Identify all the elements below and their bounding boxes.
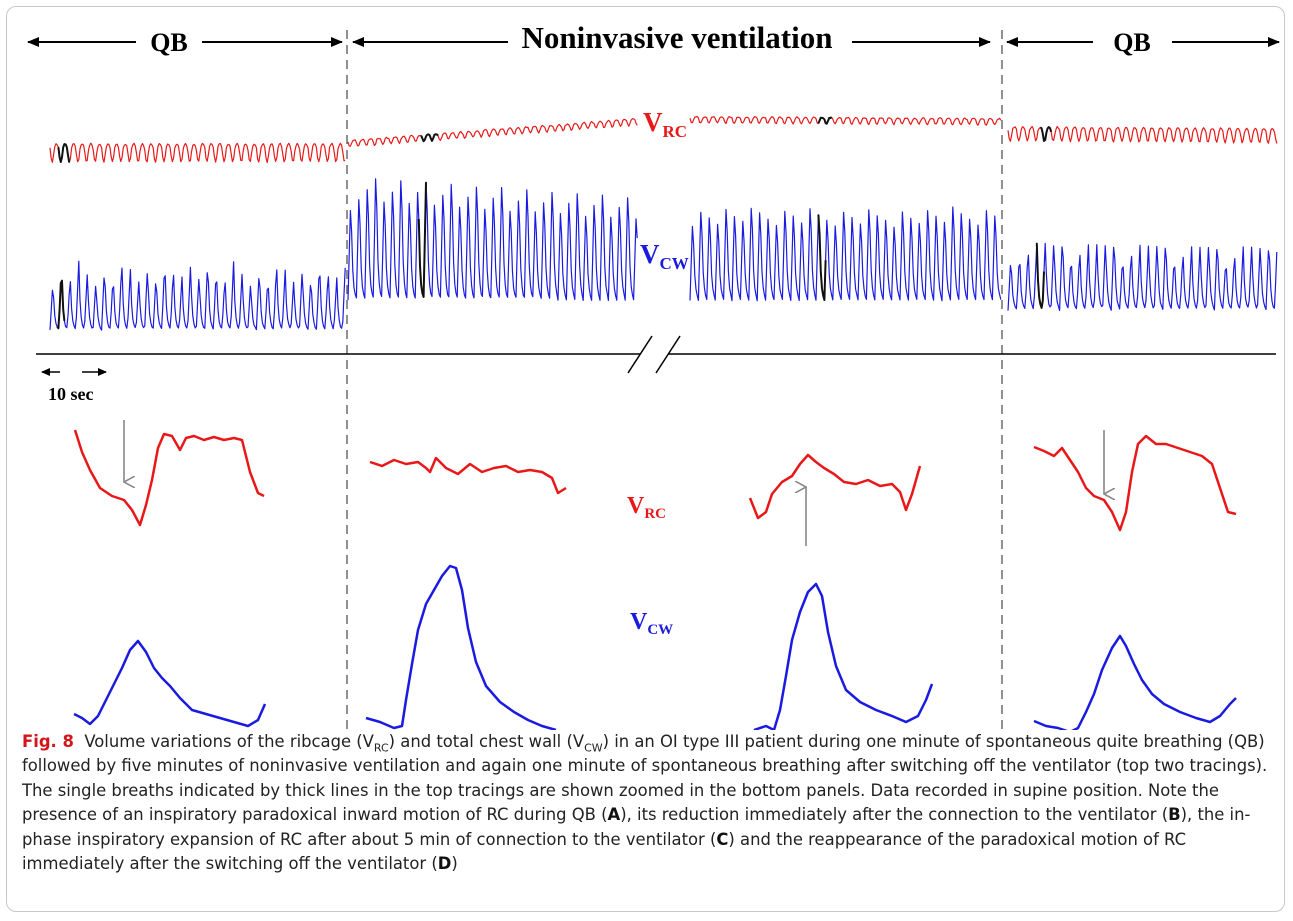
caption-ref-c: C (716, 829, 729, 849)
vcw-trace-qb-end (1007, 242, 1278, 311)
vcw-label-top: VCW (640, 239, 689, 273)
caption-ref-a: A (607, 805, 621, 825)
vrc-trace-niv-late (689, 115, 1002, 126)
vrc-trace-qb-start-highlight (57, 143, 71, 163)
top-traces (49, 115, 1278, 331)
section-header-middle: Noninvasive ventilation (352, 20, 991, 55)
vrc-trace-niv-early-highlight (420, 133, 439, 143)
vrc-label-bottom: VRC (627, 493, 666, 522)
vrc-trace-niv-late-highlight (817, 116, 833, 125)
vcw-trace-qb-start-highlight (56, 279, 66, 330)
scale-bar: 10 sec (41, 368, 107, 404)
figure-caption: Fig. 8 Volume variations of the ribcage … (22, 730, 1272, 876)
vcw-label-bottom: VCW (630, 609, 673, 638)
section-label-middle: Noninvasive ventilation (522, 20, 833, 55)
vcw-trace-niv-late-highlight (817, 214, 827, 301)
panel-label-d: D (1111, 728, 1127, 730)
caption-text-7: ) (451, 854, 458, 874)
zoomed-panels (73, 429, 1237, 730)
caption-sub-rc: RC (373, 741, 389, 755)
vcw-panel-c (753, 582, 934, 730)
vrc-panel-a (73, 429, 265, 527)
caption-text-5: ), the in-phase inspiratory expansion of… (22, 805, 1251, 849)
vcw-panel-a (73, 639, 267, 728)
panel-label-c: C (807, 728, 823, 730)
time-axis (36, 335, 1276, 374)
caption-ref-d: D (437, 854, 452, 874)
caption-sub-cw: CW (584, 741, 603, 755)
vcw-label-bottom-main: V (630, 609, 648, 635)
section-header-left: QB (27, 28, 343, 57)
section-label-right: QB (1113, 28, 1151, 57)
vrc-label-bottom-main: V (627, 493, 645, 519)
vcw-panel-b (365, 564, 557, 730)
panel-label-a: A (130, 728, 146, 730)
section-label-left: QB (150, 28, 188, 57)
vcw-label-top-sub: CW (660, 254, 689, 273)
vcw-label-bottom-sub: CW (647, 622, 673, 638)
scale-bar-label: 10 sec (48, 384, 93, 404)
vcw-label-top-main: V (640, 239, 660, 269)
caption-ref-b: B (1168, 805, 1181, 825)
vcw-trace-niv-late (689, 206, 1002, 302)
figure-frame (6, 6, 1285, 912)
vrc-trace-qb-start (49, 142, 346, 164)
vcw-panel-d (1033, 634, 1237, 730)
vrc-label-bottom-sub: RC (644, 506, 666, 522)
panel-label-b: B (444, 728, 459, 730)
vrc-label-top-sub: RC (663, 122, 688, 141)
vcw-trace-niv-early (347, 178, 638, 301)
caption-text-1: Volume variations of the ribcage (V (84, 732, 374, 751)
caption-text-3: ) in an OI type III patient during one m… (22, 732, 1268, 825)
vrc-label-top: VRC (643, 107, 687, 141)
vrc-trace-qb-end-highlight (1039, 126, 1053, 142)
vcw-trace-niv-early-highlight (417, 182, 427, 298)
axis-break-mark-1 (627, 335, 653, 374)
vrc-trace-qb-end (1007, 125, 1278, 144)
breathing-figure: QB Noninvasive ventilation QB VRC VCW 10… (27, 20, 1280, 730)
axis-break-mark-2 (655, 335, 681, 374)
vrc-panel-c (748, 453, 922, 520)
caption-text-6: ) and the reappearance of the paradoxica… (22, 829, 1187, 874)
section-header-right: QB (1006, 28, 1280, 57)
caption-fig-label: Fig. 8 (22, 732, 74, 751)
vcw-trace-qb-end-highlight (1035, 243, 1045, 309)
vcw-trace-qb-start (49, 260, 346, 331)
vrc-panel-b (369, 456, 567, 495)
vrc-trace-niv-early (347, 118, 638, 147)
caption-text-4: ), its reduction immediately after the c… (620, 805, 1169, 825)
caption-text-2: ) and total chest wall (V (388, 732, 585, 751)
vrc-panel-d (1033, 434, 1237, 532)
vrc-label-top-main: V (643, 107, 663, 137)
